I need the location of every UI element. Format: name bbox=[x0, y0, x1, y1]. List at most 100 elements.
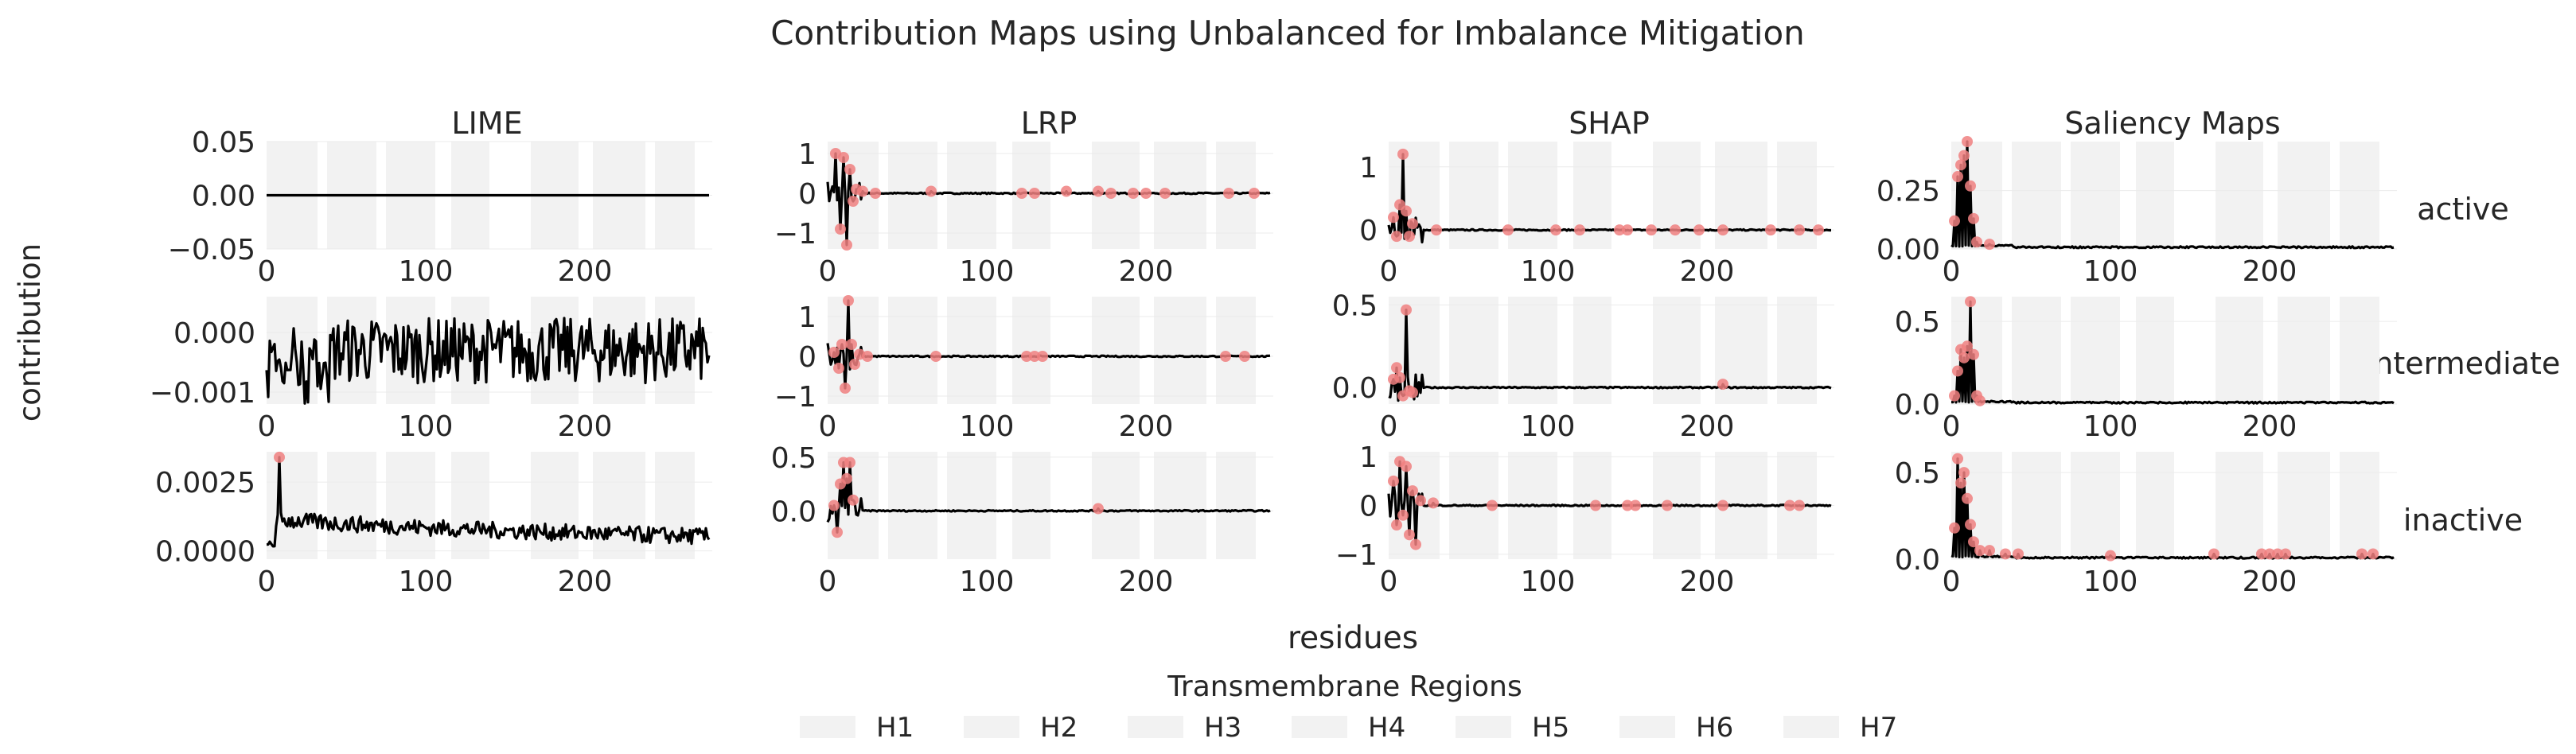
legend-swatch-h1 bbox=[800, 716, 855, 738]
highlight-point bbox=[1984, 545, 1995, 557]
x-tick-label: 100 bbox=[960, 566, 1015, 598]
highlight-point bbox=[838, 152, 849, 163]
y-tick-label: −1 bbox=[774, 381, 816, 414]
highlight-point bbox=[2208, 548, 2219, 560]
series-line bbox=[826, 152, 1271, 247]
x-tick-label: 200 bbox=[1119, 566, 1174, 598]
highlight-point bbox=[1974, 545, 1986, 557]
highlight-point bbox=[1397, 148, 1409, 160]
highlight-point bbox=[1550, 224, 1561, 236]
region-band-h6 bbox=[2278, 452, 2330, 559]
x-tick-label: 0 bbox=[819, 255, 837, 288]
region-band-h3 bbox=[2071, 297, 2120, 404]
highlight-point bbox=[1794, 224, 1805, 236]
y-tick-label: 0.0 bbox=[1332, 372, 1378, 405]
highlight-point bbox=[1965, 180, 1976, 192]
highlight-point bbox=[1404, 529, 1415, 541]
y-tick-label: 1 bbox=[1359, 441, 1378, 474]
highlight-point bbox=[1105, 188, 1117, 199]
highlight-point bbox=[930, 351, 941, 362]
highlight-point bbox=[1968, 536, 1979, 548]
highlight-point bbox=[1574, 224, 1585, 236]
highlight-point bbox=[1029, 188, 1040, 199]
highlight-point bbox=[2256, 548, 2267, 560]
legend-label-h6: H6 bbox=[1696, 712, 1733, 744]
x-tick-label: 200 bbox=[2243, 410, 2297, 443]
highlight-point bbox=[849, 359, 860, 370]
region-band-h4 bbox=[2136, 452, 2174, 559]
region-band-h5 bbox=[2216, 452, 2263, 559]
series-line bbox=[1387, 460, 1832, 546]
x-tick-label: 100 bbox=[2083, 566, 2138, 598]
highlight-point bbox=[1614, 224, 1625, 236]
y-tick-label: 0.0 bbox=[1895, 389, 1940, 422]
highlight-point bbox=[1407, 485, 1418, 497]
x-tick-label: 0 bbox=[1380, 566, 1398, 598]
highlight-point bbox=[926, 185, 937, 197]
legend-swatch-h6 bbox=[1619, 716, 1675, 738]
y-tick-label: 0.0 bbox=[771, 496, 816, 528]
legend-swatch-h2 bbox=[964, 716, 1019, 738]
highlight-point bbox=[1220, 351, 1231, 362]
y-tick-label: 0 bbox=[1359, 491, 1378, 523]
panel-shap-inactive: 10−10 100 200 bbox=[1335, 441, 1834, 598]
highlight-point bbox=[1415, 495, 1426, 507]
highlight-point bbox=[2000, 548, 2011, 560]
x-tick-label: 0 bbox=[1380, 255, 1398, 288]
x-tick-label: 200 bbox=[1680, 255, 1735, 288]
highlight-point bbox=[1965, 296, 1976, 308]
y-axis-label: contribution bbox=[13, 243, 47, 422]
y-tick-label: −1 bbox=[774, 218, 816, 251]
panel-lrp-active: 10−10 100 200 bbox=[774, 138, 1273, 288]
highlight-point bbox=[1487, 499, 1498, 511]
x-tick-label: 200 bbox=[2243, 566, 2297, 598]
y-tick-label: 0.5 bbox=[771, 442, 816, 475]
highlight-point bbox=[1401, 304, 1412, 316]
legend-swatch-h7 bbox=[1783, 716, 1839, 738]
x-tick-label: 0 bbox=[258, 566, 276, 598]
x-tick-label: 0 bbox=[819, 566, 837, 598]
series-line bbox=[1951, 140, 2395, 250]
highlight-point bbox=[1140, 188, 1152, 199]
highlight-point bbox=[848, 494, 859, 506]
highlight-point bbox=[1391, 519, 1402, 531]
highlight-point bbox=[1394, 371, 1405, 383]
highlight-point bbox=[1965, 519, 1976, 531]
x-tick-label: 100 bbox=[2083, 255, 2138, 288]
x-tick-label: 0 bbox=[1943, 410, 1961, 443]
highlight-point bbox=[1693, 224, 1705, 236]
series-line bbox=[826, 299, 1271, 390]
highlight-point bbox=[1949, 390, 1960, 402]
legend-swatch-h3 bbox=[1128, 716, 1183, 738]
y-tick-label: 1 bbox=[798, 138, 816, 171]
x-tick-label: 200 bbox=[1680, 566, 1735, 598]
highlight-point bbox=[1093, 503, 1104, 515]
y-tick-label: 1 bbox=[798, 301, 816, 334]
x-tick-label: 0 bbox=[1943, 255, 1961, 288]
y-tick-label: 0.5 bbox=[1332, 290, 1378, 322]
x-axis-label: residues bbox=[1288, 620, 1418, 656]
highlight-point bbox=[833, 363, 844, 374]
region-band-h4 bbox=[2136, 297, 2174, 404]
highlight-point bbox=[2013, 548, 2024, 560]
y-tick-label: −0.001 bbox=[150, 377, 255, 410]
y-tick-label: 0 bbox=[798, 178, 816, 211]
highlight-point bbox=[1388, 212, 1399, 223]
x-tick-label: 200 bbox=[558, 566, 613, 598]
highlight-point bbox=[1949, 522, 1960, 534]
x-tick-label: 100 bbox=[1521, 566, 1576, 598]
highlight-point bbox=[1646, 224, 1657, 236]
highlight-point bbox=[828, 499, 840, 511]
x-tick-label: 200 bbox=[558, 255, 613, 288]
row-label-intermediate: intermediate bbox=[2366, 346, 2561, 381]
x-tick-label: 200 bbox=[1119, 410, 1174, 443]
panel-lrp-inactive: 0.5 0.0 0 100 200 bbox=[771, 442, 1273, 598]
highlight-point bbox=[1955, 477, 1966, 489]
legend-label-h7: H7 bbox=[1860, 712, 1897, 744]
series-line bbox=[1951, 457, 2395, 560]
y-tick-label: 0.5 bbox=[1895, 457, 1940, 490]
highlight-point bbox=[1428, 497, 1439, 509]
highlight-point bbox=[1630, 499, 1641, 511]
x-tick-label: 200 bbox=[2243, 255, 2297, 288]
region-band-h3 bbox=[1508, 142, 1557, 249]
